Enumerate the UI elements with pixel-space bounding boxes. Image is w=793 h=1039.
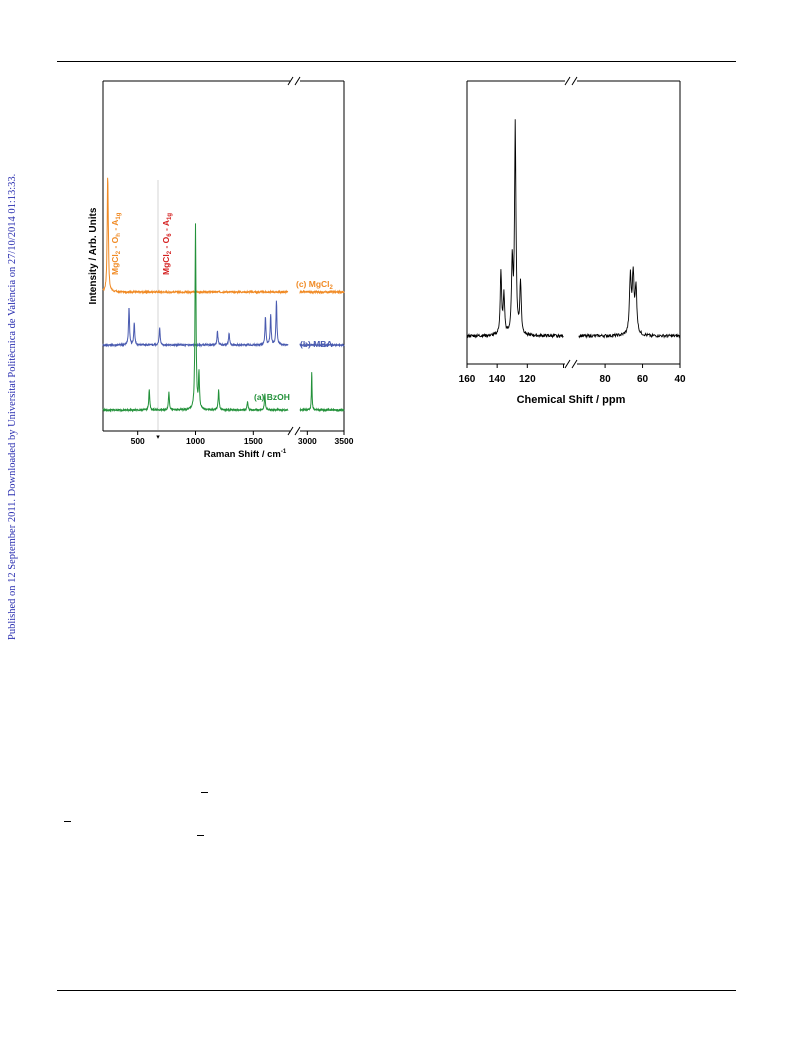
nmr-x-tick-label: 60 (637, 374, 649, 385)
raman-x-tick-label: 3000 (298, 436, 317, 446)
raman-x-tick-label: 1500 (244, 436, 263, 446)
raman-legend-entry: (c) MgCl2 (296, 279, 334, 291)
raman-xlabel: Raman Shift / cm-1 (204, 449, 287, 460)
raman-ylabel: Intensity / Arb. Units (88, 207, 99, 304)
nmr-series-group (466, 119, 681, 339)
raman-peak-annotation: MgCl2 - O6 - A1g (161, 213, 173, 275)
nmr-xlabel: Chemical Shift / ppm (517, 394, 626, 406)
bottom-rule (57, 990, 736, 991)
text-dash-mark (197, 835, 204, 836)
nmr-x-ticks: 160 140 120 80 60 40 (459, 364, 686, 385)
raman-legend-entry: (a) BzOH (254, 392, 290, 402)
raman-peak-annotation: MgCl2 - Oh - A1g (110, 212, 122, 275)
nmr-x-tick-label: 80 (600, 374, 612, 385)
nmr-x-tick-label: 140 (489, 374, 506, 385)
raman-marker-arrow: ▾ (156, 434, 160, 441)
sidebar-text: Published on 12 September 2011. Download… (7, 173, 18, 640)
raman-x-ticks: 500 1000 1500 3000 3500 (131, 431, 354, 446)
nmr-chart: 160 140 120 80 60 40 Chemical Shift / ppm (459, 76, 686, 406)
nmr-break-bottom (564, 359, 578, 369)
raman-x-tick-label: 1000 (186, 436, 205, 446)
sidebar-watermark: Published on 12 September 2011. Download… (4, 160, 20, 640)
raman-x-tick-label: 3500 (335, 436, 354, 446)
raman-xlabel-sup: -1 (281, 449, 287, 455)
raman-break-top (287, 76, 301, 86)
raman-series-line (102, 223, 345, 413)
raman-legend-entry: (b) MBA (300, 339, 333, 349)
nmr-spectrum-line (466, 119, 681, 339)
raman-annotations: MgCl2 - Oh - A1g MgCl2 - O6 - A1g (110, 212, 173, 275)
raman-series-line (102, 177, 345, 295)
raman-series-group (102, 177, 345, 413)
nmr-x-tick-label: 160 (459, 374, 476, 385)
raman-break-bottom (287, 426, 301, 436)
top-rule (57, 61, 736, 62)
nmr-frame (466, 76, 681, 369)
nmr-x-tick-label: 40 (674, 374, 686, 385)
text-dash-mark (64, 821, 71, 822)
raman-chart: ▾ 500 1000 1500 3000 3500 (c) MgCl2 (b) MBA (a… (88, 76, 354, 460)
raman-legend: (c) MgCl2 (b) MBA (a) BzOH (254, 279, 334, 402)
raman-frame (102, 76, 345, 436)
nmr-break-top (564, 76, 578, 86)
nmr-x-tick-label: 120 (519, 374, 536, 385)
raman-series-line (102, 300, 345, 348)
text-dash-mark (201, 792, 208, 793)
raman-x-tick-label: 500 (131, 436, 145, 446)
